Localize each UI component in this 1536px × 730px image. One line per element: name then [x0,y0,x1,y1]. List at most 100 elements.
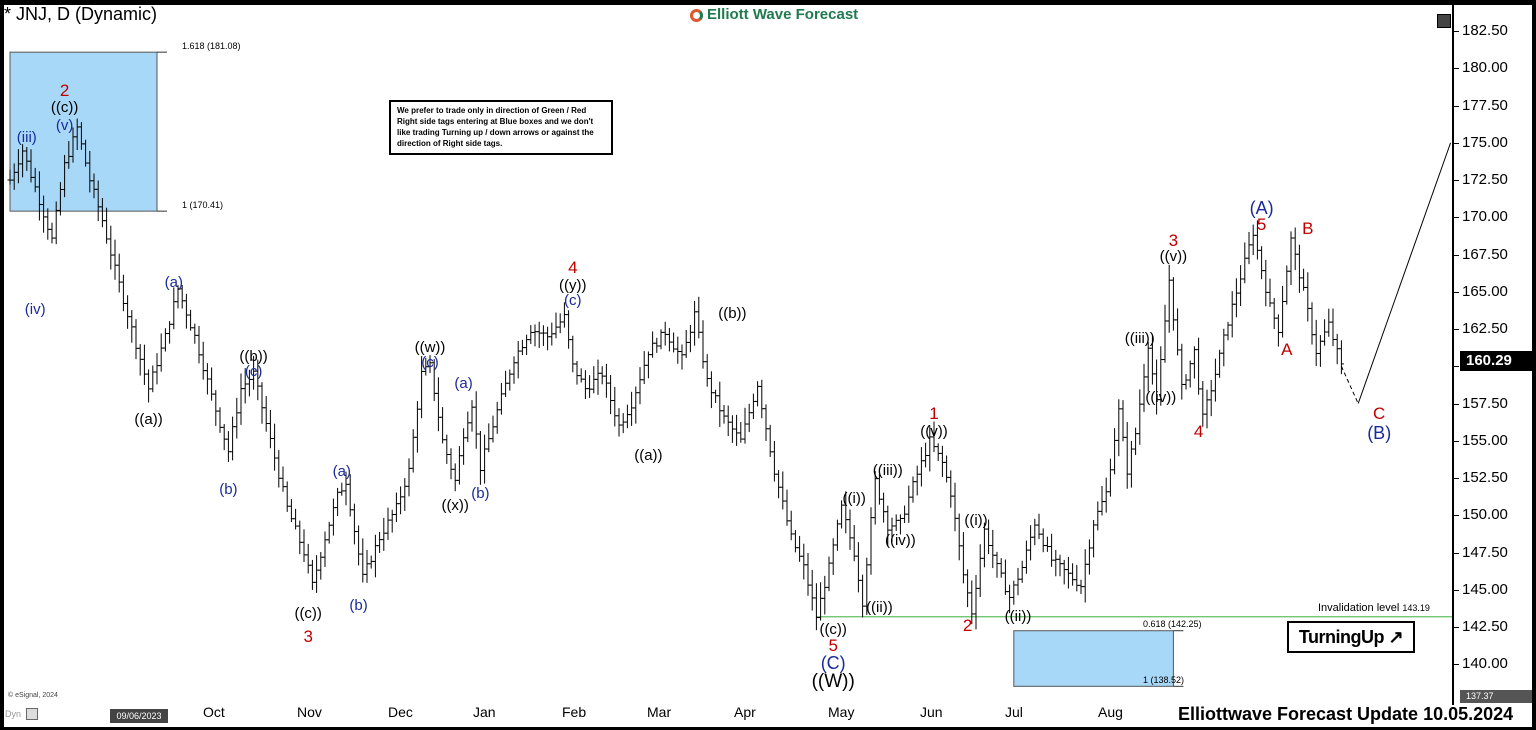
ohlc-bar [750,393,756,420]
wave-label: 4 [1193,421,1204,441]
wave-label: 2 [59,80,70,100]
ohlc-bar [612,386,618,427]
ohlc-bar [452,463,458,492]
month-label: May [828,704,855,720]
ohlc-bar [272,423,278,471]
arrow-up-right-icon: ↗ [1388,627,1404,647]
ohlc-bar [393,492,399,522]
chart-title: * JNJ, D (Dynamic) [4,4,158,24]
ohlc-bar [267,410,273,449]
wave-label: ((a)) [134,410,163,428]
ohlc-bar [578,368,584,383]
ohlc-bar [683,329,689,358]
wave-label: (c) [244,363,263,381]
projection-line [1357,142,1452,404]
ohlc-bar [398,486,404,515]
ohlc-bar [125,295,131,329]
wave-label: 5 [1256,214,1267,234]
ohlc-bar [209,367,215,401]
ohlc-bar [1183,374,1189,390]
ohlc-bar [1166,264,1172,333]
price-tick-mark [1454,180,1459,181]
ohlc-bar [318,552,324,580]
ohlc-bar [1208,379,1214,417]
wave-label: (B) [1367,423,1392,444]
ohlc-bar [137,344,143,376]
ohlc-bar [1023,540,1029,574]
fib-label-1-bottom: 1 (138.52) [1143,675,1185,685]
wave-label: ((v)) [920,422,948,440]
projection-dashed [1340,366,1359,404]
window-restore-icon[interactable] [1437,14,1451,28]
ohlc-bar [133,319,139,360]
esignal-credit: © eSignal, 2024 [8,692,58,699]
price-tick-mark [1454,254,1459,256]
ohlc-bar [1137,389,1143,445]
ohlc-bar [305,543,311,574]
ohlc-bar [679,344,685,370]
wave-label: ((ii)) [1004,607,1032,625]
ohlc-bar [935,443,941,461]
ohlc-bar [1330,308,1336,347]
month-label: Mar [647,704,672,720]
ohlc-bar [1170,277,1176,331]
ohlc-bar [45,208,51,240]
ohlc-bar [994,551,1000,578]
ohlc-bar [536,321,542,349]
price-tick-label: 180.00 [1462,59,1508,77]
wave-label: ((iv)) [884,531,916,549]
ohlc-bar [620,413,626,434]
ohlc-bar [801,543,807,580]
ohlc-bar [486,423,492,453]
start-date-box: 09/06/2023 [110,709,168,723]
price-tick-label: 140.00 [1462,655,1508,673]
ohlc-bar [973,574,979,630]
ohlc-bar [213,390,219,426]
dyn-toggle[interactable] [26,708,38,720]
month-label: Jan [473,704,496,720]
ohlc-bar [339,482,345,496]
ohlc-bar [1326,308,1332,337]
ohlc-bar [675,336,681,364]
price-tick-mark [1454,403,1459,405]
dyn-label: Dyn [5,709,22,719]
ohlc-bar [1229,291,1235,338]
price-tick-mark [1454,664,1459,666]
ohlc-bar [633,386,639,424]
wave-label: 3 [1168,231,1179,251]
price-tick-mark [1454,142,1459,144]
ohlc-bar [1154,359,1160,415]
time-axis[interactable] [4,705,1532,727]
ohlc-bar [183,293,189,329]
ohlc-bar [666,328,672,352]
month-label: Aug [1098,704,1123,720]
price-tick-mark [1454,440,1459,442]
ohlc-bar [960,532,966,584]
ohlc-bar [1128,440,1134,488]
ohlc-bar [1179,343,1185,400]
ohlc-bar [893,514,899,531]
wave-label: (C) [820,652,846,673]
ohlc-bar [532,324,538,347]
fib-label-0618-bottom: 0.618 (142.25) [1143,619,1202,629]
wave-label: (A) [1249,198,1274,219]
ohlc-bar [662,321,668,346]
ohlc-bar [553,312,559,339]
ohlc-bar [146,369,152,403]
ohlc-bar [1162,304,1168,363]
fib-label-1-top: 1 (170.41) [182,200,224,210]
ohlc-bar [645,351,651,379]
wave-label: (v) [55,117,74,135]
ohlc-bar [494,401,500,434]
plot-area[interactable]: 2 ((c)) (v) (iii) (iv) (a) ((a)) ((b)) (c) (b) (a)… [4,5,1452,705]
ohlc-bar [809,569,815,611]
ohlc-bar [704,354,710,387]
ohlc-bar [528,325,534,344]
wave-label: 3 [303,627,313,647]
ohlc-bar [1338,340,1344,375]
wave-label: ((a)) [634,446,663,464]
logo-icon [690,9,703,22]
ohlc-bar [238,373,244,425]
price-tick-label: 152.50 [1462,469,1508,486]
price-tick-label: 177.50 [1462,96,1508,114]
